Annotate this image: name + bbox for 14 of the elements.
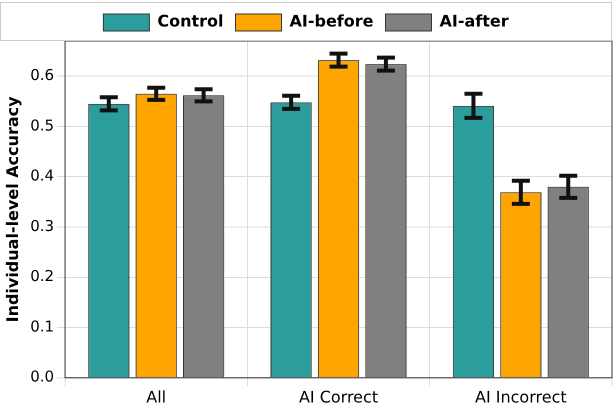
x-tick-label: All (146, 388, 166, 407)
y-tick-label: 0.4 (30, 166, 54, 185)
x-tick-label: AI Incorrect (475, 388, 567, 407)
y-axis-title: Individual-level Accuracy (2, 96, 22, 322)
y-tick-label: 0.5 (30, 116, 54, 134)
legend-label: AI-after (439, 12, 509, 31)
x-tick-label: AI Correct (298, 388, 378, 407)
y-tick-label: 0.6 (30, 66, 54, 84)
legend-label: AI-before (290, 12, 374, 31)
legend-label: Control (157, 12, 224, 31)
y-tick-label: 0.2 (30, 267, 54, 286)
y-tick-label: 0.1 (30, 317, 54, 336)
y-tick-label: 0.3 (30, 216, 54, 235)
y-tick-label: 0.0 (30, 368, 54, 386)
